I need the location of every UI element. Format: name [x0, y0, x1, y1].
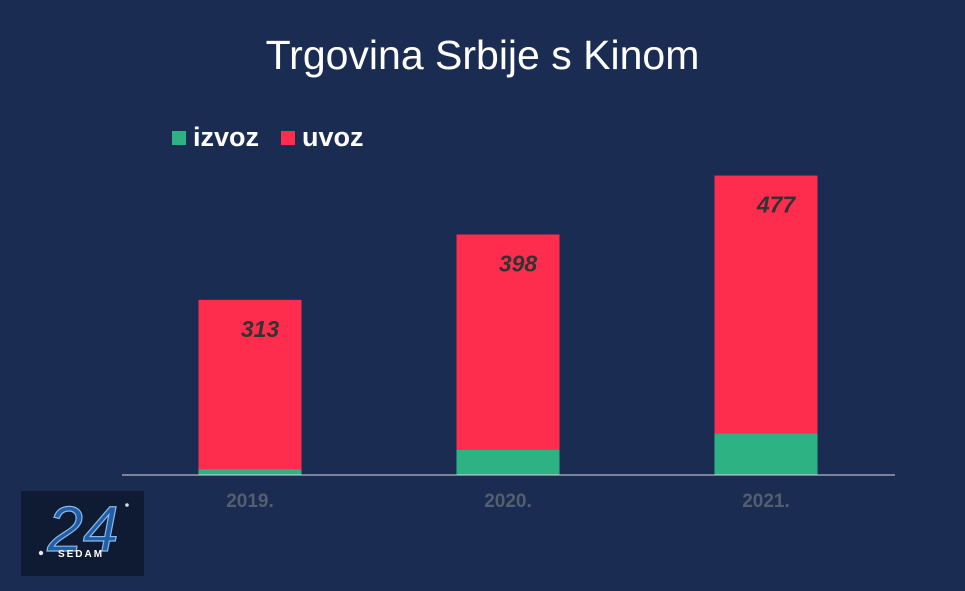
legend-swatch-uvoz: [281, 130, 296, 145]
x-tick-label-0: 2019.: [226, 491, 274, 512]
x-tick-label-1: 2020.: [484, 491, 532, 512]
bar-uvoz-1: [456, 234, 560, 450]
legend-label-izvoz: izvoz: [193, 122, 260, 152]
chart-title: Trgovina Srbije s Kinom: [265, 32, 700, 78]
bar-uvoz-2: [714, 175, 818, 434]
bar-izvoz-0: [198, 469, 302, 475]
logo-text: SEDAM: [58, 549, 104, 560]
data-label-uvoz-1: 398: [499, 250, 538, 276]
legend-swatch-izvoz: [172, 130, 186, 145]
data-label-uvoz-0: 313: [241, 316, 280, 342]
chart-legend: izvoz uvoz: [172, 122, 364, 153]
bar-uvoz-0: [198, 299, 302, 470]
bar-izvoz-1: [456, 449, 560, 475]
bar-izvoz-2: [714, 433, 818, 475]
sedam-24-logo: 24 SEDAM: [21, 491, 144, 576]
logo-number: 24: [46, 493, 118, 565]
legend-item-uvoz: uvoz: [281, 122, 364, 153]
legend-label-uvoz: uvoz: [302, 122, 364, 152]
x-tick-label-2: 2021.: [742, 491, 790, 512]
data-label-uvoz-2: 477: [756, 192, 797, 218]
logo-graphic: 24 SEDAM: [38, 492, 129, 566]
legend-item-izvoz: izvoz: [172, 122, 259, 153]
